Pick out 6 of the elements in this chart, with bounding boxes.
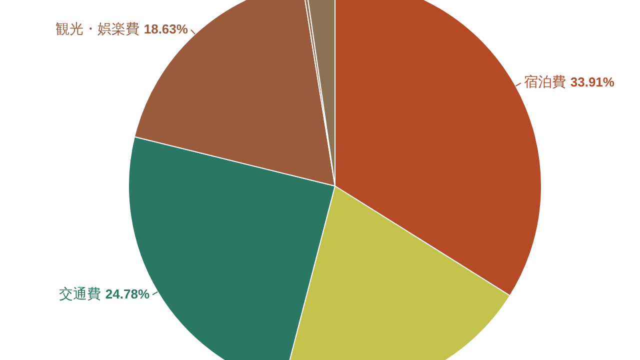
slice-label: 交通費 — [58, 286, 106, 302]
data-label: 33.91% — [570, 74, 615, 90]
slice-label: 宿泊費 — [524, 74, 570, 91]
slice-label: 観光・娯楽費 — [55, 21, 144, 38]
data-label: 18.63% — [144, 21, 188, 36]
data-label: 24.78% — [105, 286, 150, 302]
